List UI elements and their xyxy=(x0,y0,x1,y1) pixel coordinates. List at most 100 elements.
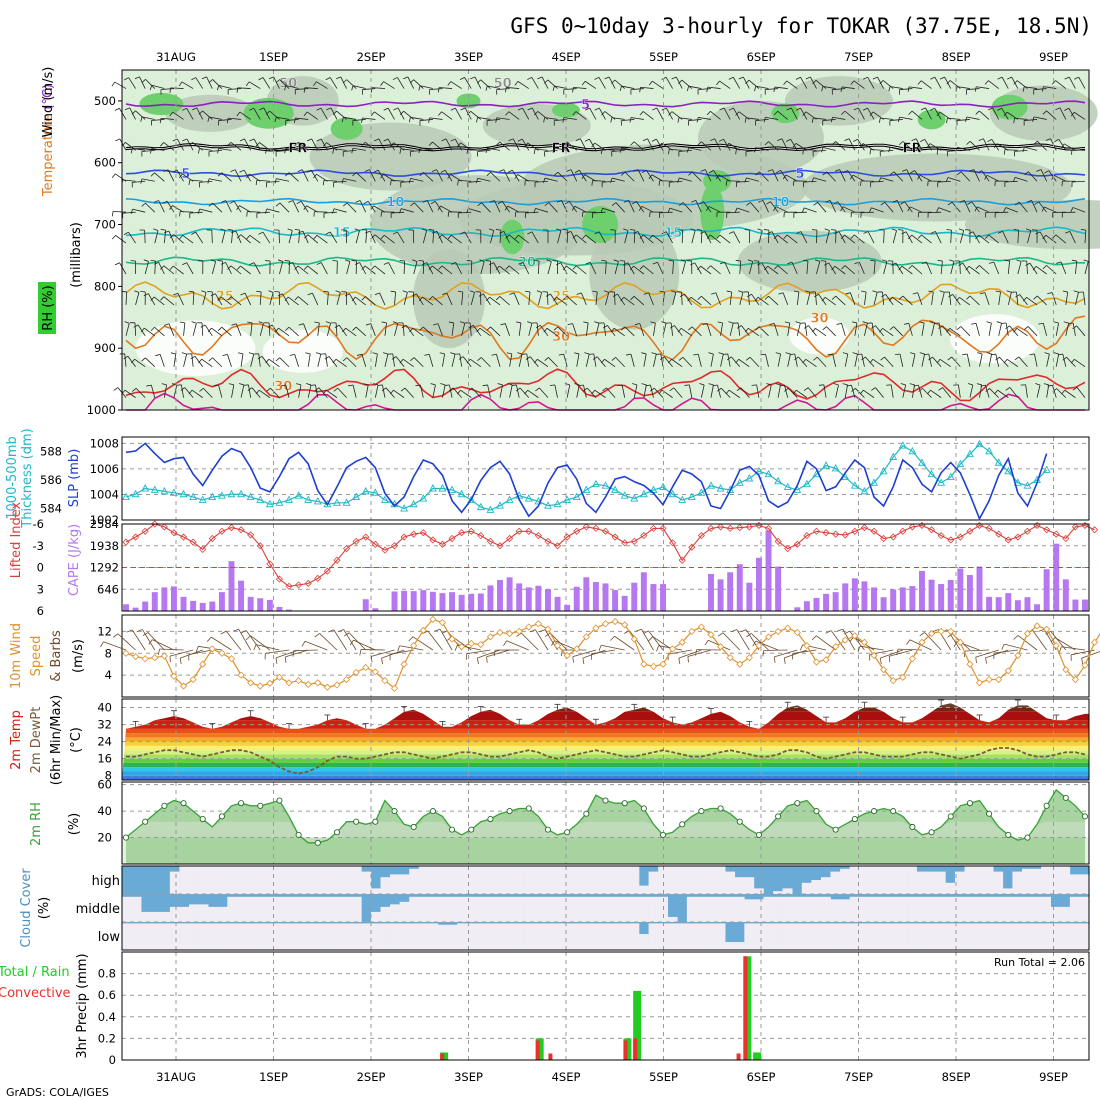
wind-barb-flag xyxy=(668,149,670,155)
wind-barb xyxy=(864,291,867,305)
cloud-level-label: low xyxy=(98,930,121,945)
wind-barb xyxy=(135,388,146,398)
cloud-clear-bar xyxy=(696,923,707,950)
thickness-marker xyxy=(342,498,351,506)
wind-barb xyxy=(749,356,760,367)
wind-barb-flag xyxy=(478,293,484,297)
wind-barb-flag xyxy=(303,205,307,211)
wind-barb xyxy=(853,80,865,89)
wind-barb-flag xyxy=(870,259,876,262)
wind-speed-marker xyxy=(611,617,619,626)
wind-barb xyxy=(621,119,635,121)
cloud-clear-bar xyxy=(179,923,190,950)
wind-barb xyxy=(701,295,712,306)
wind-barb xyxy=(998,323,1002,336)
wind-barb xyxy=(1075,261,1078,275)
wind-barb xyxy=(983,138,990,151)
cloud-clear-bar xyxy=(591,866,602,894)
wind-barb xyxy=(828,262,836,275)
wind-speed-marker xyxy=(419,626,427,634)
wind-barb-flag xyxy=(431,169,437,172)
wind-barb-10m-flag xyxy=(783,657,786,664)
wind-barb xyxy=(183,322,186,336)
ylabel-cloud-percent: (%) xyxy=(37,897,52,920)
wind-barb xyxy=(1069,231,1076,244)
wind-barb xyxy=(547,79,558,89)
wind-barb xyxy=(462,356,472,367)
wind-speed-marker xyxy=(678,638,686,646)
wind-barb-10m-flag xyxy=(232,628,239,632)
thickness-marker xyxy=(371,488,380,496)
wind-barb xyxy=(911,110,923,120)
cloud-clear-bar xyxy=(983,923,994,950)
wind-barb-flag xyxy=(786,107,792,111)
cloud-clear-bar xyxy=(773,896,783,922)
cloud-clear-bar xyxy=(820,923,831,950)
wind-barb-10m xyxy=(975,649,999,658)
wind-barb-10m xyxy=(641,629,654,651)
series-dewpoint xyxy=(126,747,1086,775)
cape-bar xyxy=(957,568,964,611)
thickness-marker xyxy=(208,492,217,501)
wind-barb xyxy=(691,230,696,244)
wind-barb-10m-flag xyxy=(678,658,681,665)
cloud-clear-bar xyxy=(256,923,266,950)
cloud-clear-bar xyxy=(466,896,477,922)
wind-barb-flag xyxy=(813,356,818,361)
wind-speed-marker xyxy=(352,668,360,676)
wind-barb-flag xyxy=(534,111,539,116)
wind-barb xyxy=(374,353,378,367)
cloud-clear-bar xyxy=(504,923,515,950)
wind-barb-flag xyxy=(735,359,740,364)
wind-barb xyxy=(882,291,885,305)
wind-barb-flag xyxy=(556,200,562,203)
wind-barb-flag xyxy=(901,231,907,235)
wind-barb xyxy=(504,323,510,336)
wind-barb xyxy=(653,322,656,336)
wind-barb-flag xyxy=(227,265,232,270)
wind-barb-flag xyxy=(140,178,143,184)
wind-barb-flag xyxy=(872,290,878,293)
wind-barb-flag xyxy=(604,76,610,80)
wind-barb-flag xyxy=(381,321,387,324)
wind-barb-flag xyxy=(351,148,354,154)
cloud-clear-bar xyxy=(811,880,822,894)
wind-barb xyxy=(611,117,625,120)
wind-barb-flag xyxy=(1061,389,1066,395)
cape-bar xyxy=(276,606,283,611)
wind-barb xyxy=(154,230,159,244)
wind-barb xyxy=(508,111,520,120)
wind-barb xyxy=(128,77,136,89)
cloud-clear-bar xyxy=(1002,923,1013,950)
lifted-index-marker xyxy=(726,524,734,532)
wind-barb-flag xyxy=(552,147,555,153)
wind-barb-flag xyxy=(123,231,129,235)
wind-barb-flag xyxy=(236,265,241,270)
wind-barb-flag xyxy=(1032,266,1037,271)
wind-barb-flag xyxy=(334,324,340,328)
lifted-index-marker xyxy=(553,542,562,550)
wind-barb-10m xyxy=(152,639,175,651)
wind-barb-flag xyxy=(377,384,383,386)
wind-barb xyxy=(911,353,916,367)
wind-barb-flag xyxy=(754,86,757,92)
wind-speed-marker xyxy=(390,684,399,692)
thickness-marker xyxy=(659,482,667,491)
wind-speed-marker xyxy=(774,627,782,635)
wind-speed-marker xyxy=(669,645,677,653)
wind-barb xyxy=(613,327,625,337)
cloud-clear-bar xyxy=(706,923,716,950)
wind-barb xyxy=(681,291,683,305)
wind-barb xyxy=(529,356,539,367)
wind-barb xyxy=(383,81,395,89)
wind-barb xyxy=(209,116,222,120)
cloud-clear-bar xyxy=(696,896,707,922)
wind-barb xyxy=(419,119,433,121)
cape-bar xyxy=(132,607,139,611)
wind-barb-flag xyxy=(706,111,711,116)
wind-barb-10m xyxy=(250,635,271,651)
wind-barb-flag xyxy=(248,352,254,355)
rh-marker xyxy=(295,831,302,838)
wind-barb xyxy=(592,180,606,182)
